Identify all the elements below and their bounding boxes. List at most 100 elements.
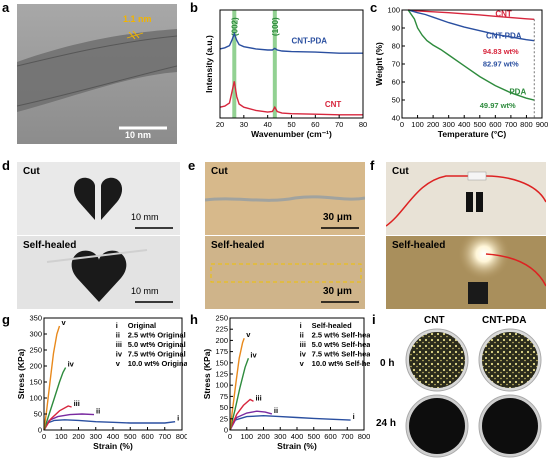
plot-frame [219,9,364,119]
x-tick-label: 400 [291,432,304,441]
row-label-24h: 24 h [376,418,397,429]
tem-image: 1.1 nm 10 nm [17,4,177,144]
heart-healed [46,249,173,303]
y-axis-label: Stress (KPa) [16,349,26,400]
curve-label-ii: ii [96,407,100,416]
curve-label-ii: ii [274,406,278,415]
photo-e-cut: Cut 30 μm [205,162,365,235]
series-v [229,337,245,431]
panel-label-f: f [370,158,375,173]
x-tick-label: 400 [458,120,471,129]
x-tick-label: 800 [358,432,370,441]
legend-text: 2.5 wt% Original [128,331,186,340]
scale-label: 10 mm [131,286,159,296]
legend-text: Original [128,321,156,330]
y-tick-label: 200 [215,336,228,345]
x-tick-label: 800 [176,432,187,441]
legend-num: iv [116,350,123,359]
x-tick-label: 700 [158,432,171,441]
scale-label: 30 μm [323,212,352,223]
y-tick-label: 0 [38,426,42,435]
x-tick-label: 300 [442,120,455,129]
peak-label: (100) [271,17,280,36]
x-tick-label: 400 [107,432,120,441]
curve-label-i: i [177,414,179,423]
nanotube-band [17,29,177,112]
legend-num: iii [300,340,306,349]
x-tick-label: 100 [240,432,253,441]
legend-num: ii [300,331,304,340]
series-iii [43,405,72,431]
y-tick-label: 40 [392,114,400,123]
cut-label: Cut [23,166,40,177]
dish-cnt-0h [405,328,469,392]
plot-frame [401,9,543,119]
y-tick-label: 0 [224,426,228,435]
micrograph-cut [205,162,365,235]
curve-label-iv: iv [68,360,75,369]
panel-label-h: h [190,312,198,327]
panel-label-d: d [2,158,10,173]
x-axis-label: Strain (%) [93,441,133,451]
y-tick-label: 125 [215,370,228,379]
series-cnt-pda [219,31,363,54]
series-iii [229,398,254,431]
y-tick-label: 80 [392,42,400,51]
y-axis-label: Stress (KPa) [202,349,212,400]
x-tick-label: 100 [411,120,424,129]
panel-label-g: g [2,312,10,327]
legend-num: v [116,359,121,368]
curve-label-iii: iii [255,393,261,402]
legend-text: 5.0 wt% Original [128,340,186,349]
curve-label-iii: iii [74,399,80,408]
x-tick-label: 700 [341,432,354,441]
series-iv [43,367,67,431]
y-tick-label: 70 [392,60,400,69]
photo-f-cut: Cut [386,162,546,235]
x-axis-label: Strain (%) [277,441,317,451]
y-tick-label: 90 [392,24,400,33]
panel-label-c: c [370,0,378,15]
peak-band [232,10,237,118]
legend-num: iii [116,340,122,349]
y-tick-label: 75 [220,392,228,401]
y-axis-label: Intensity (a.u.) [204,35,214,93]
legend-num: ii [116,331,120,340]
y-tick-label: 250 [215,314,228,323]
y-tick-label: 100 [387,6,400,15]
photo-e-healed: Self-healed 30 μm [205,236,365,309]
y-tick-label: 100 [215,381,228,390]
panel-label-b: b [190,0,198,15]
legend-cnt: CNT [325,100,342,109]
legend-text: 10.0 wt% Original [128,359,187,368]
scale-label: 10 nm [125,130,152,140]
legend-text: 2.5 wt% Self-healed [312,331,370,340]
x-tick-label: 700 [505,120,518,129]
legend-text: Self-healed [312,321,352,330]
row-label-0h: 0 h [380,358,395,369]
scale-label: 10 mm [131,212,159,222]
x-tick-label: 40 [263,120,271,129]
x-tick-label: 600 [324,432,337,441]
x-tick-label: 800 [520,120,533,129]
healed-label: Self-healed [23,240,77,251]
y-tick-label: 250 [29,346,42,355]
panel-label-e: e [188,158,196,173]
lattice-annotation: 1.1 nm [123,14,152,24]
series-cnt [408,9,535,20]
chart-c: CNT CNT-PDA PDA 94.83 wt% 82.97 wt% 49.97 wt%… [374,6,549,140]
y-tick-label: 225 [215,325,228,334]
y-tick-label: 50 [392,96,400,105]
x-tick-label: 900 [536,120,549,129]
series-iv [229,358,250,431]
legend-cnt-pda: CNT-PDA [292,36,328,45]
y-tick-label: 175 [215,347,228,356]
curve-label-v: v [246,330,251,339]
x-tick-label: 300 [89,432,102,441]
dish-cntpda-24h [478,394,542,458]
curve-label-i: i [353,412,355,421]
x-tick-label: 0 [400,120,404,129]
dish-cntpda-0h [478,328,542,392]
